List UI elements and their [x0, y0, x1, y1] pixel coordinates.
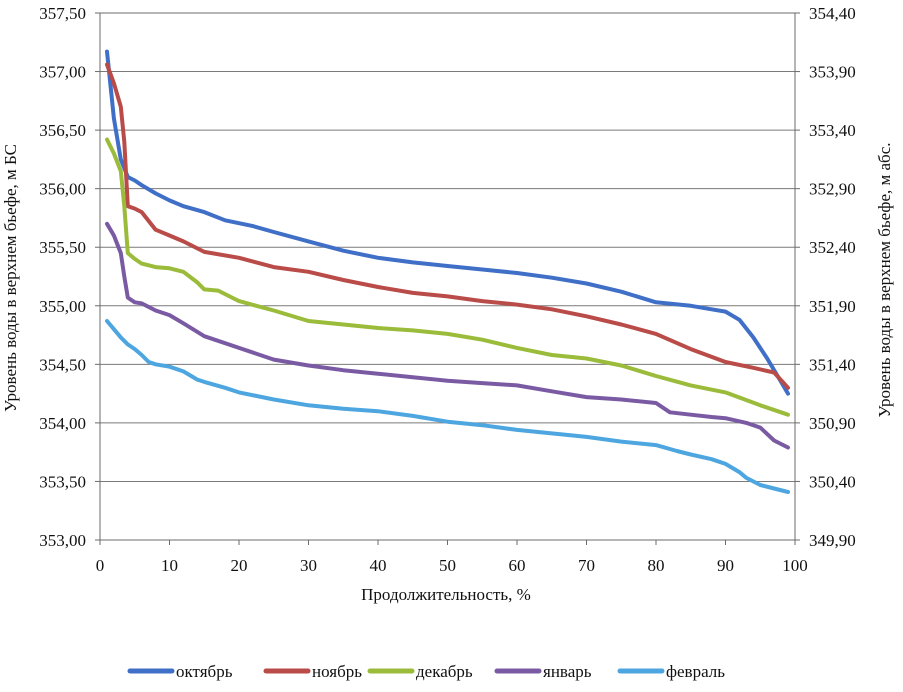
series-line-0: [105, 49, 790, 396]
x-axis-title: Продолжительность, %: [361, 585, 531, 604]
y-tick-label-right: 350,90: [809, 414, 856, 433]
y-tick-label-right: 352,90: [809, 180, 856, 199]
x-tick-label: 30: [300, 556, 317, 575]
x-tick-label: 50: [439, 556, 456, 575]
y-tick-label-left: 353,50: [39, 472, 86, 491]
series-line-4: [105, 319, 790, 494]
y-tick-label-left: 353,00: [39, 531, 86, 550]
x-tick-label: 100: [782, 556, 808, 575]
ticks: 353,00 349,90 353,50 350,40 354,00 350,90 354,…: [39, 4, 856, 575]
y-tick-label-left: 356,50: [39, 121, 86, 140]
x-tick-label: 40: [370, 556, 387, 575]
legend-label: февраль: [666, 662, 725, 681]
y-tick-label-right: 352,40: [809, 238, 856, 257]
y-tick-label-left: 355,50: [39, 238, 86, 257]
y-tick-label-left: 357,00: [39, 63, 86, 82]
x-tick-label: 10: [161, 556, 178, 575]
y-tick-label-right: 351,40: [809, 355, 856, 374]
y-tick-label-left: 356,00: [39, 180, 86, 199]
y-tick-label-right: 353,40: [809, 121, 856, 140]
y-tick-label-right: 354,40: [809, 4, 856, 23]
y-tick-label-left: 357,50: [39, 4, 86, 23]
y-tick-label-right: 351,90: [809, 297, 856, 316]
x-tick-label: 80: [648, 556, 665, 575]
y-tick-label-right: 350,40: [809, 472, 856, 491]
y-tick-label-right: 353,90: [809, 63, 856, 82]
series-line-1: [105, 62, 790, 390]
legend-label: январь: [543, 662, 592, 681]
series-line-3: [105, 221, 790, 450]
series-line-2: [105, 137, 790, 417]
legend-label: октябрь: [176, 662, 233, 681]
series-layer: [105, 49, 790, 494]
legend-label: ноябрь: [312, 662, 362, 681]
x-tick-label: 0: [96, 556, 105, 575]
y-tick-label-left: 355,00: [39, 297, 86, 316]
legend-label: декабрь: [416, 662, 473, 681]
y-tick-label-right: 349,90: [809, 531, 856, 550]
x-tick-label: 70: [578, 556, 595, 575]
x-tick-label: 90: [717, 556, 734, 575]
y-axis-title-left: Уровень воды в верхнем бьефе, м БС: [1, 144, 20, 412]
y-axis-title-right: Уровень воды в верхнем бьефе, м абс.: [875, 143, 894, 418]
x-tick-label: 60: [509, 556, 526, 575]
x-tick-label: 20: [231, 556, 248, 575]
legend: октябрь ноябрь декабрь январь февраль: [127, 662, 725, 681]
grid: [100, 71, 795, 482]
y-tick-label-left: 354,50: [39, 355, 86, 374]
y-tick-label-left: 354,00: [39, 414, 86, 433]
plot-frame: [99, 12, 796, 541]
